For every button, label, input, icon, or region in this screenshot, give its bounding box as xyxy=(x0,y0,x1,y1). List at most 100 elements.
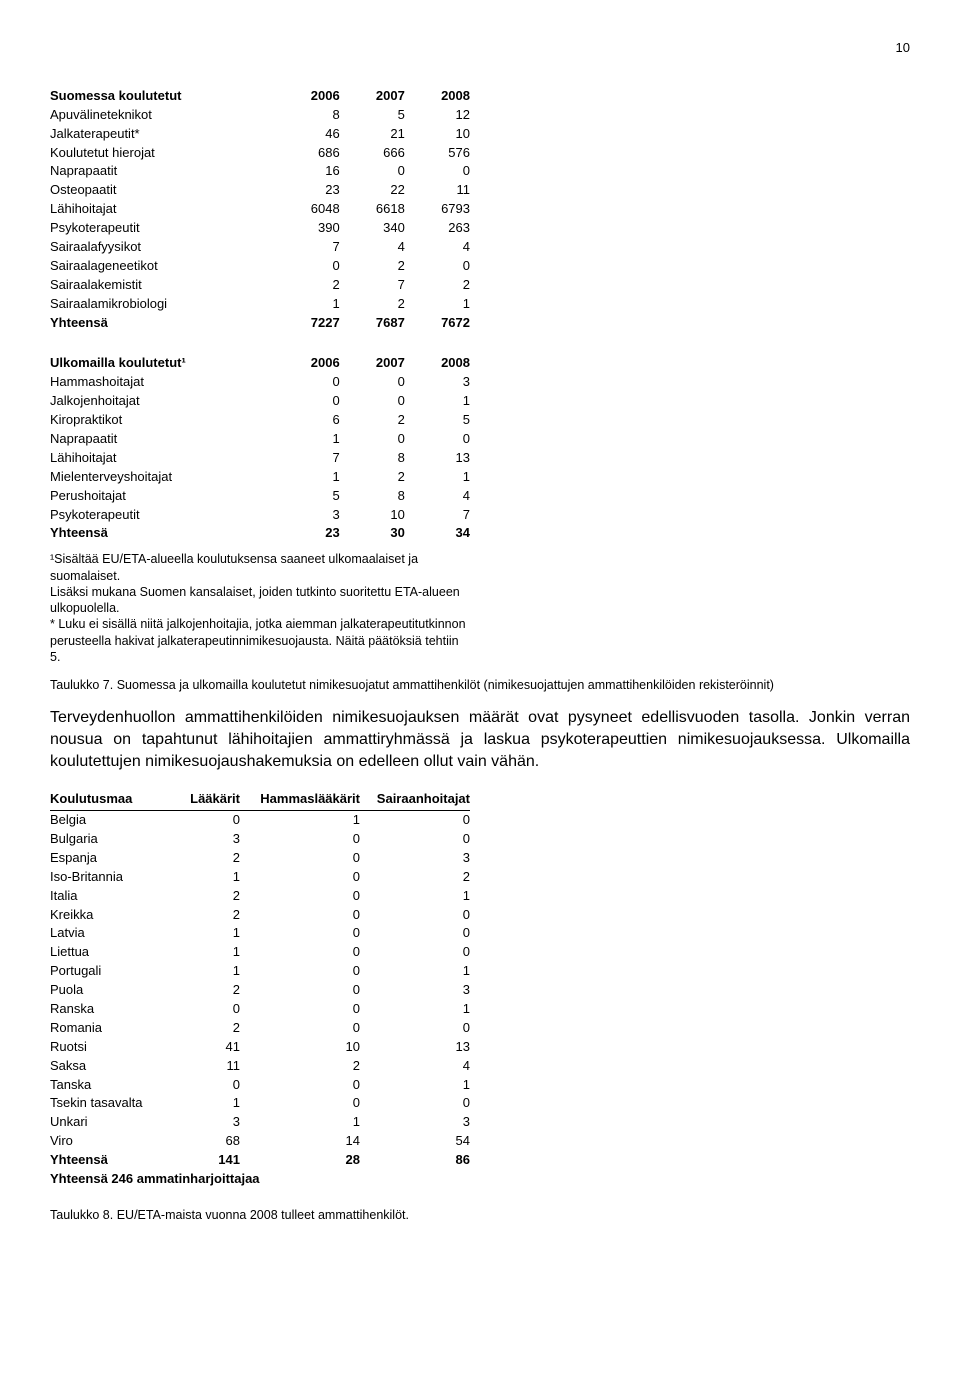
row-v1: 0 xyxy=(240,943,360,962)
row-v2: 0 xyxy=(360,943,470,962)
row-v1: 0 xyxy=(240,868,360,887)
row-v1: 6618 xyxy=(340,200,405,219)
row-v1: 0 xyxy=(240,1000,360,1019)
table-row: Mielenterveyshoitajat121 xyxy=(50,468,470,487)
row-label: Ruotsi xyxy=(50,1038,170,1057)
table3-h3: Sairaanhoitajat xyxy=(360,790,470,810)
body-paragraph: Terveydenhuollon ammattihenkilöiden nimi… xyxy=(50,707,910,772)
table1-total-v0: 7227 xyxy=(275,314,340,333)
row-label: Hammashoitajat xyxy=(50,373,275,392)
row-v2: 1 xyxy=(405,295,470,314)
table3-total2: Yhteensä 246 ammatinharjoittajaa xyxy=(50,1170,470,1189)
row-label: Tsekin tasavalta xyxy=(50,1094,170,1113)
row-v0: 11 xyxy=(170,1057,240,1076)
row-v2: 263 xyxy=(405,219,470,238)
row-label: Saksa xyxy=(50,1057,170,1076)
row-label: Romania xyxy=(50,1019,170,1038)
table-row: Liettua100 xyxy=(50,943,470,962)
row-label: Portugali xyxy=(50,962,170,981)
table3-total-v1: 28 xyxy=(240,1151,360,1170)
row-label: Jalkaterapeutit* xyxy=(50,125,275,144)
table1-header: Suomessa koulutetut 2006 2007 2008 xyxy=(50,87,470,106)
row-v0: 16 xyxy=(275,162,340,181)
row-v2: 1 xyxy=(405,392,470,411)
row-v0: 2 xyxy=(170,1019,240,1038)
table-row: Bulgaria300 xyxy=(50,830,470,849)
row-label: Naprapaatit xyxy=(50,430,275,449)
row-v1: 7 xyxy=(340,276,405,295)
table2-total-v1: 30 xyxy=(340,524,405,543)
table-row: Jalkaterapeutit*462110 xyxy=(50,125,470,144)
row-v2: 0 xyxy=(360,1094,470,1113)
row-v1: 0 xyxy=(340,392,405,411)
row-v0: 8 xyxy=(275,106,340,125)
table-row: Espanja203 xyxy=(50,849,470,868)
row-v2: 1 xyxy=(360,1000,470,1019)
table3-total: Yhteensä 141 28 86 xyxy=(50,1151,470,1170)
row-label: Sairaalakemistit xyxy=(50,276,275,295)
row-v1: 1 xyxy=(240,1113,360,1132)
table-row: Sairaalamikrobiologi121 xyxy=(50,295,470,314)
row-v0: 1 xyxy=(275,468,340,487)
row-label: Lähihoitajat xyxy=(50,449,275,468)
row-v2: 3 xyxy=(360,849,470,868)
row-v0: 23 xyxy=(275,181,340,200)
row-v1: 0 xyxy=(340,373,405,392)
row-v2: 0 xyxy=(405,257,470,276)
table3-h2: Hammaslääkärit xyxy=(240,790,360,810)
row-v0: 7 xyxy=(275,238,340,257)
row-v2: 0 xyxy=(405,162,470,181)
row-label: Jalkojenhoitajat xyxy=(50,392,275,411)
row-v1: 8 xyxy=(340,487,405,506)
row-label: Tanska xyxy=(50,1076,170,1095)
row-v0: 0 xyxy=(170,1000,240,1019)
row-v2: 11 xyxy=(405,181,470,200)
row-label: Naprapaatit xyxy=(50,162,275,181)
table1-total: Yhteensä 7227 7687 7672 xyxy=(50,314,470,333)
row-v1: 5 xyxy=(340,106,405,125)
table-row: Lähihoitajat7813 xyxy=(50,449,470,468)
row-v0: 7 xyxy=(275,449,340,468)
row-label: Kreikka xyxy=(50,906,170,925)
row-v2: 3 xyxy=(405,373,470,392)
table-row: Perushoitajat584 xyxy=(50,487,470,506)
table2-total: Yhteensä 23 30 34 xyxy=(50,524,470,543)
row-v1: 0 xyxy=(240,962,360,981)
row-label: Psykoterapeutit xyxy=(50,219,275,238)
row-v2: 6793 xyxy=(405,200,470,219)
row-label: Sairaalamikrobiologi xyxy=(50,295,275,314)
table2-total-v0: 23 xyxy=(275,524,340,543)
row-label: Italia xyxy=(50,887,170,906)
row-v0: 3 xyxy=(170,1113,240,1132)
table-row: Osteopaatit232211 xyxy=(50,181,470,200)
table1-title: Suomessa koulutetut xyxy=(50,87,275,106)
row-v0: 1 xyxy=(170,943,240,962)
table3-total-label: Yhteensä xyxy=(50,1151,170,1170)
row-v0: 2 xyxy=(170,906,240,925)
footnote-1: ¹Sisältää EU/ETA-alueella koulutuksensa … xyxy=(50,551,470,584)
row-v1: 0 xyxy=(240,887,360,906)
row-v2: 12 xyxy=(405,106,470,125)
table2-title: Ulkomailla koulutetut¹ xyxy=(50,354,275,373)
row-v2: 2 xyxy=(360,868,470,887)
footnote-3: * Luku ei sisällä niitä jalkojenhoitajia… xyxy=(50,616,470,665)
row-label: Kiropraktikot xyxy=(50,411,275,430)
row-label: Latvia xyxy=(50,924,170,943)
row-label: Psykoterapeutit xyxy=(50,506,275,525)
table-row: Viro681454 xyxy=(50,1132,470,1151)
row-v2: 0 xyxy=(360,906,470,925)
table-row: Portugali101 xyxy=(50,962,470,981)
table-row: Puola203 xyxy=(50,981,470,1000)
row-v0: 0 xyxy=(170,1076,240,1095)
table-row: Jalkojenhoitajat001 xyxy=(50,392,470,411)
row-v2: 0 xyxy=(405,430,470,449)
row-label: Espanja xyxy=(50,849,170,868)
row-v2: 1 xyxy=(360,1076,470,1095)
row-v2: 0 xyxy=(360,924,470,943)
footnotes: ¹Sisältää EU/ETA-alueella koulutuksensa … xyxy=(50,551,470,665)
row-v0: 2 xyxy=(170,981,240,1000)
table3-total-v2: 86 xyxy=(360,1151,470,1170)
table1-total-v2: 7672 xyxy=(405,314,470,333)
row-v1: 0 xyxy=(340,162,405,181)
row-v0: 1 xyxy=(170,868,240,887)
